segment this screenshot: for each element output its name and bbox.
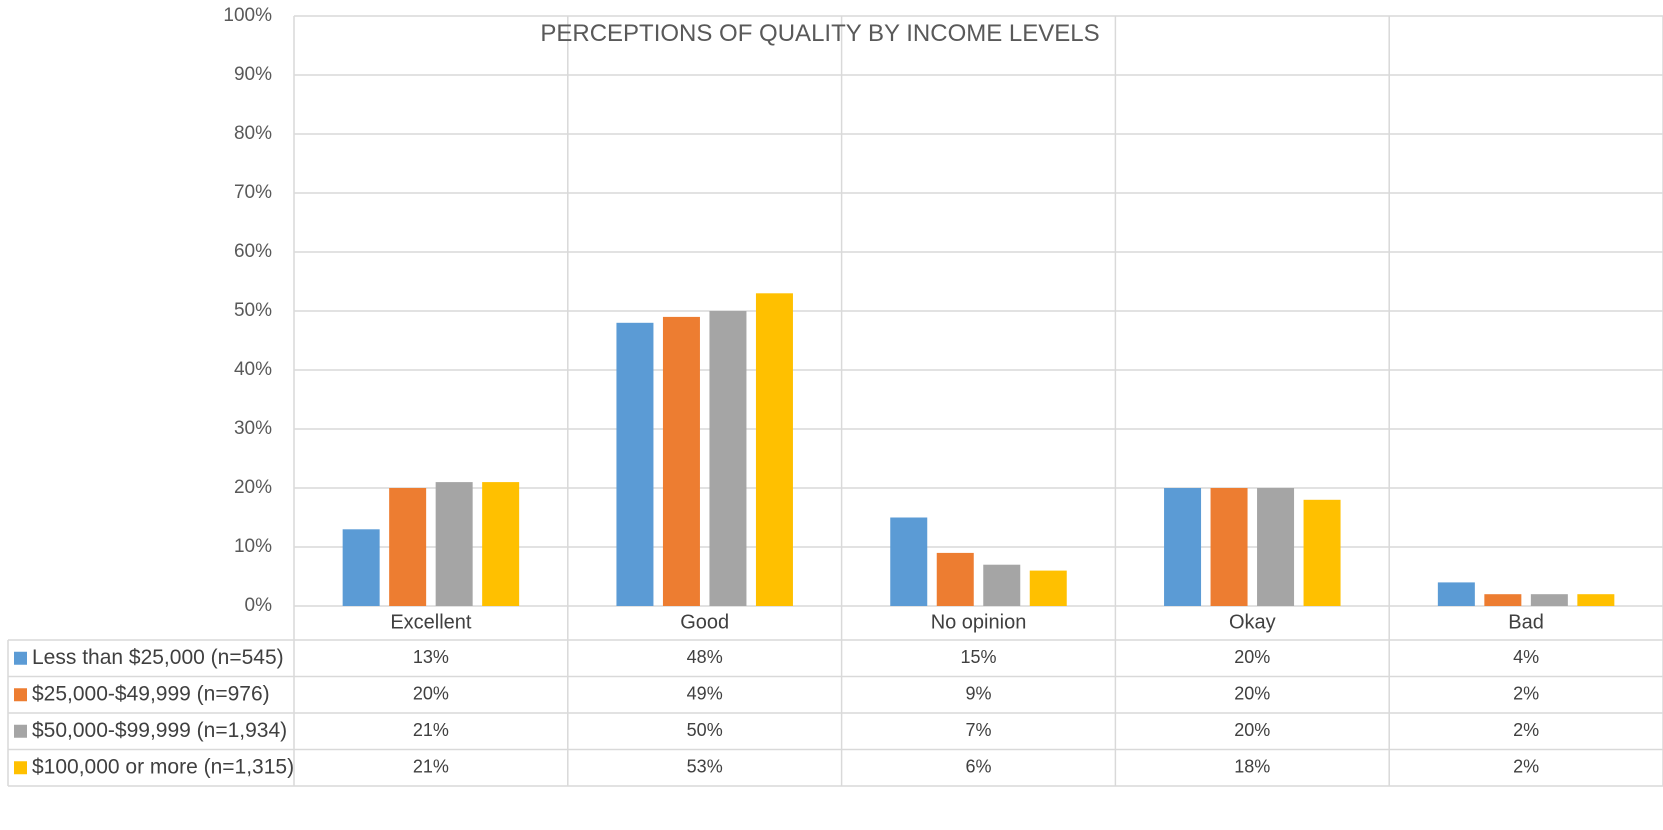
bar [1164,488,1202,606]
bar [389,488,427,606]
data-table-cell: 50% [687,720,723,740]
y-tick-label: 40% [234,359,272,380]
category-label: Good [680,611,729,633]
bar [1210,488,1248,606]
y-tick-label: 70% [234,182,272,203]
data-table-cell: 20% [413,684,449,704]
data-table-cell: 4% [1513,647,1539,667]
bar [983,564,1021,606]
data-table-cell: 9% [965,684,991,704]
data-table-cell: 18% [1234,757,1270,777]
y-tick-label: 80% [234,123,272,144]
bar [1437,582,1475,606]
legend-swatch [14,651,27,665]
y-tick-label: 0% [245,595,273,616]
legend-label: $100,000 or more (n=1,315) [32,755,294,778]
y-tick-label: 10% [234,536,272,557]
data-table-cell: 7% [965,720,991,740]
gridlines [293,15,1663,786]
bar [616,322,654,606]
category-label: Bad [1508,611,1544,633]
bar [890,517,928,606]
y-tick-label: 60% [234,241,272,262]
legend-label: $25,000-$49,999 (n=976) [32,682,270,705]
bar [662,316,700,606]
y-tick-label: 100% [223,5,272,26]
data-table-cell: 48% [687,647,723,667]
data-table-cell: 15% [960,647,996,667]
bar [755,293,793,606]
y-tick-label: 20% [234,477,272,498]
bar [1577,594,1615,606]
y-tick-label: 30% [234,418,272,439]
data-table-cell: 21% [413,720,449,740]
data-table-cell: 20% [1234,720,1270,740]
y-tick-label: 90% [234,64,272,85]
bar [342,529,380,606]
bar [1029,570,1067,606]
legend-swatch [14,688,27,702]
bar [709,311,747,606]
data-table-cell: 2% [1513,720,1539,740]
y-axis-ticks: 0% 10% 20% 30% 40% 50% 60% 70% 80% 90% 100% [223,5,272,616]
data-table-cell: 13% [413,647,449,667]
y-tick-label: 50% [234,300,272,321]
bar [1257,488,1295,606]
data-table-cell: 2% [1513,757,1539,777]
bar [936,552,974,606]
bars [342,293,1615,606]
bar [1530,594,1568,606]
data-table-cell: 49% [687,684,723,704]
category-label: No opinion [931,611,1027,633]
data-table-cell: 20% [1234,684,1270,704]
data-table-cell: 53% [687,757,723,777]
data-table-cell: 2% [1513,684,1539,704]
bar [1303,499,1341,606]
bar [435,482,473,606]
chart-title: PERCEPTIONS OF QUALITY BY INCOME LEVELS [540,20,1099,47]
legend-label: $50,000-$99,999 (n=1,934) [32,719,287,742]
category-label: Okay [1229,611,1276,633]
data-table-cell: 20% [1234,647,1270,667]
data-table-cell: 6% [965,757,991,777]
category-label: Excellent [390,611,472,633]
bar [482,482,520,606]
legend-swatch [14,724,27,738]
data-table: Excellent Good No opinion Okay Bad Less than … [7,611,1663,787]
bar [1484,594,1522,606]
legend-label: Less than $25,000 (n=545) [32,646,284,669]
data-table-cell: 21% [413,757,449,777]
legend-swatch [14,761,27,775]
